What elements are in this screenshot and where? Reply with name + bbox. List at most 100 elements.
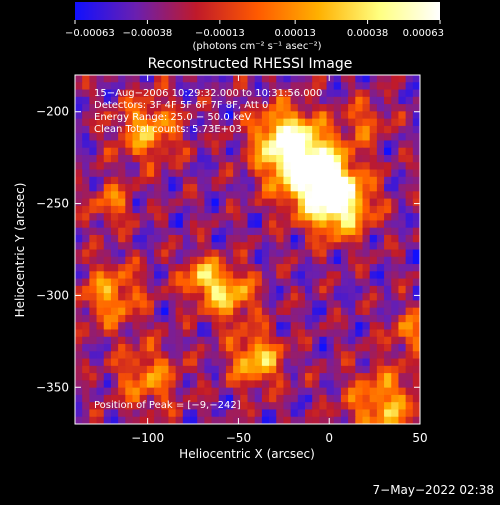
- heatmap-cell: [412, 365, 420, 374]
- heatmap-cell: [340, 242, 349, 251]
- heatmap-cell: [218, 162, 227, 171]
- heatmap-cell: [82, 198, 90, 207]
- heatmap-cell: [218, 314, 227, 323]
- heatmap-cell: [233, 293, 241, 301]
- heatmap-cell: [254, 285, 263, 294]
- heatmap-cell: [211, 140, 220, 149]
- heatmap-cell: [362, 416, 371, 424]
- heatmap-cell: [290, 293, 299, 301]
- heatmap-cell: [319, 314, 328, 323]
- heatmap-cell: [283, 278, 292, 287]
- heatmap-cell: [154, 387, 162, 396]
- heatmap-cell: [233, 125, 241, 134]
- heatmap-cell: [326, 147, 335, 156]
- heatmap-cell: [168, 278, 177, 287]
- heatmap-cell: [391, 329, 400, 338]
- heatmap-cell: [276, 264, 285, 272]
- heatmap-cell: [225, 147, 234, 156]
- heatmap-cell: [348, 89, 356, 98]
- heatmap-cell: [254, 125, 263, 134]
- heatmap-cell: [276, 89, 285, 98]
- heatmap-cell: [319, 409, 328, 418]
- heatmap-cell: [211, 256, 220, 265]
- heatmap-cell: [247, 184, 256, 192]
- heatmap-cell: [254, 220, 263, 229]
- heatmap-cell: [154, 82, 162, 91]
- heatmap-cell: [305, 278, 313, 287]
- heatmap-cell: [225, 351, 234, 360]
- heatmap-cell: [96, 329, 105, 338]
- heatmap-cell: [82, 271, 90, 280]
- heatmap-cell: [348, 118, 356, 127]
- heatmap-cell: [340, 104, 349, 112]
- heatmap-cell: [233, 264, 241, 272]
- heatmap-cell: [233, 176, 241, 185]
- heatmap-cell: [305, 147, 313, 156]
- heatmap-cell: [103, 104, 112, 112]
- heatmap-cell: [276, 351, 285, 360]
- heatmap-cell: [412, 184, 420, 192]
- heatmap-cell: [161, 307, 170, 316]
- heatmap-cell: [225, 322, 234, 331]
- heatmap-cell: [305, 402, 313, 411]
- heatmap-cell: [319, 380, 328, 389]
- heatmap-cell: [110, 314, 119, 323]
- heatmap-cell: [312, 118, 320, 127]
- heatmap-cell: [384, 234, 392, 243]
- heatmap-cell: [204, 220, 213, 229]
- heatmap-cell: [132, 191, 141, 200]
- heatmap-cell: [398, 365, 407, 374]
- heatmap-cell: [175, 344, 184, 352]
- heatmap-cell: [290, 351, 299, 360]
- heatmap-cell: [161, 278, 170, 287]
- heatmap-cell: [369, 205, 378, 214]
- heatmap-cell: [154, 220, 162, 229]
- heatmap-cell: [362, 278, 371, 287]
- heatmap-cell: [175, 118, 184, 127]
- heatmap-cell: [355, 278, 364, 287]
- heatmap-cell: [240, 278, 249, 287]
- heatmap-cell: [276, 133, 285, 142]
- heatmap-cell: [369, 264, 378, 272]
- heatmap-cell: [190, 358, 198, 367]
- heatmap-cell: [384, 176, 392, 185]
- heatmap-cell: [290, 133, 299, 142]
- heatmap-cell: [161, 344, 170, 352]
- heatmap-cell: [110, 184, 119, 192]
- heatmap-cell: [218, 351, 227, 360]
- heatmap-cell: [89, 380, 98, 389]
- heatmap-cell: [118, 205, 126, 214]
- heatmap-cell: [89, 336, 98, 345]
- heatmap-cell: [218, 344, 227, 352]
- heatmap-cell: [139, 358, 148, 367]
- heatmap-cell: [247, 365, 256, 374]
- heatmap-cell: [362, 264, 371, 272]
- heatmap-cell: [290, 176, 299, 185]
- heatmap-cell: [247, 249, 256, 258]
- heatmap-cell: [391, 409, 400, 418]
- heatmap-cell: [369, 104, 378, 112]
- heatmap-cell: [89, 191, 98, 200]
- heatmap-cell: [190, 314, 198, 323]
- heatmap-cell: [218, 227, 227, 236]
- heatmap-cell: [340, 89, 349, 98]
- heatmap-cell: [398, 278, 407, 287]
- heatmap-cell: [326, 125, 335, 134]
- heatmap-cell: [161, 402, 170, 411]
- heatmap-cell: [146, 380, 155, 389]
- heatmap-cell: [75, 75, 83, 83]
- heatmap-cell: [154, 373, 162, 381]
- heatmap-cell: [96, 380, 105, 389]
- heatmap-cell: [175, 416, 184, 424]
- heatmap-cell: [197, 147, 205, 156]
- heatmap-cell: [269, 394, 277, 403]
- heatmap-cell: [398, 264, 407, 272]
- heatmap-cell: [355, 285, 364, 294]
- heatmap-cell: [154, 307, 162, 316]
- heatmap-cell: [376, 154, 385, 163]
- heatmap-cell: [118, 264, 126, 272]
- heatmap-cell: [96, 176, 105, 185]
- heatmap-cell: [190, 387, 198, 396]
- heatmap-cell: [139, 118, 148, 127]
- heatmap-cell: [269, 387, 277, 396]
